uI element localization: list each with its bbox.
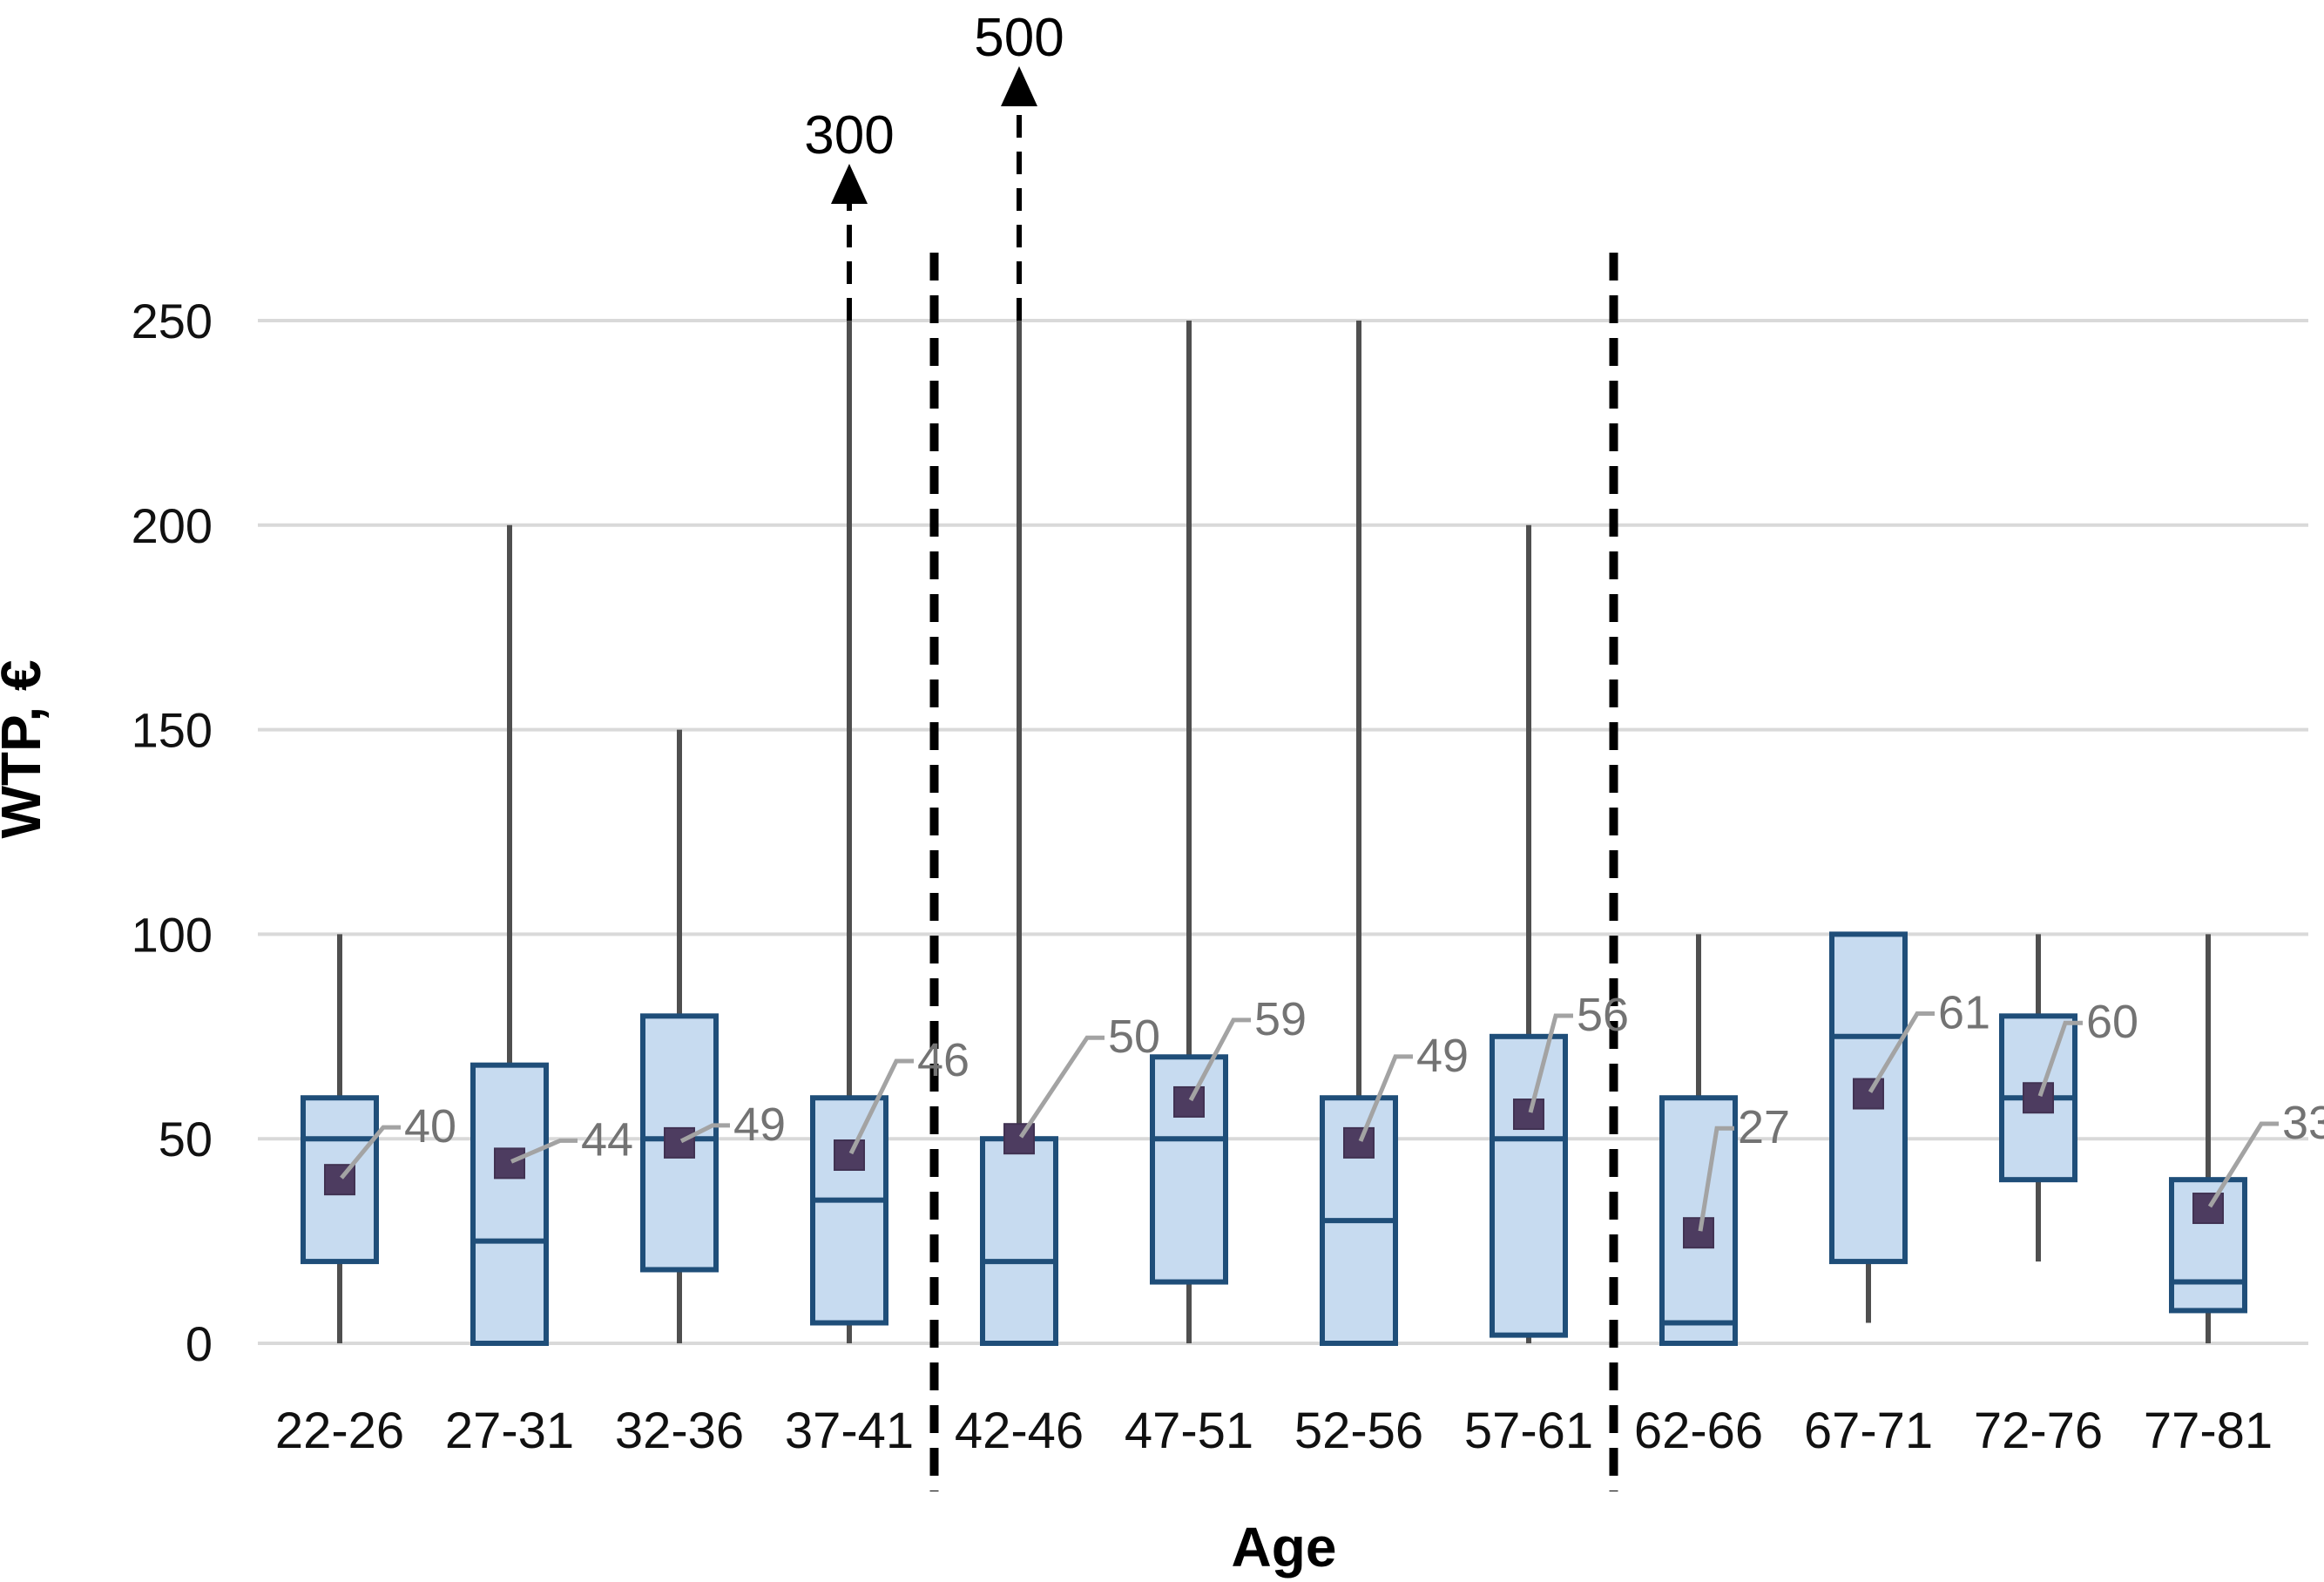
box-iqr [810, 1095, 888, 1326]
mean-label-leader [1868, 1011, 1935, 1093]
x-tick-label-47-51: 47-51 [1125, 1403, 1253, 1459]
outlier-arrow-label: 300 [804, 105, 894, 166]
box-group-72-76: 72-76 60 [1974, 934, 2138, 1459]
x-tick-label-37-41: 37-41 [785, 1403, 914, 1459]
mean-label: 56 [1577, 989, 1629, 1041]
mean-marker [1003, 1123, 1035, 1155]
mean-label-leader [679, 1123, 730, 1144]
mean-label-leader [1358, 1054, 1413, 1142]
mean-label: 40 [404, 1100, 456, 1153]
x-tick-label-67-71: 67-71 [1804, 1403, 1933, 1459]
y-tick-label-200: 200 [132, 498, 213, 553]
mean-label: 61 [1938, 987, 1990, 1039]
mean-marker [2023, 1082, 2054, 1114]
mean-label-leader [1018, 1035, 1105, 1139]
box-group-67-71: 67-71 61 [1804, 931, 1990, 1459]
outlier-arrow-label: 500 [974, 8, 1064, 68]
y-tick-label-0: 0 [186, 1316, 213, 1371]
mean-marker [1343, 1126, 1375, 1159]
mean-label-leader [1698, 1126, 1734, 1232]
box-group-52-56: 52-56 49 [1294, 321, 1469, 1459]
mean-marker [1173, 1085, 1205, 1118]
mean-label-leader [2037, 1020, 2083, 1098]
x-tick-label-72-76: 72-76 [1974, 1403, 2103, 1459]
mean-marker [2192, 1193, 2224, 1225]
mean-label-leader [848, 1058, 914, 1155]
box-group-42-46: 42-46 50 [955, 321, 1160, 1459]
axis-layer: WTP, € Age [0, 659, 1336, 1579]
mean-marker [1853, 1078, 1884, 1110]
box-group-32-36: 32-36 49 [615, 729, 786, 1459]
outlier-arrow-42-46: 500 [974, 8, 1064, 321]
box-group-22-26: 22-26 40 [275, 934, 456, 1459]
x-tick-label-57-61: 57-61 [1464, 1403, 1593, 1459]
box-iqr [470, 1062, 549, 1346]
x-tick-label-22-26: 22-26 [275, 1403, 404, 1459]
y-axis-title: WTP, € [0, 659, 52, 838]
y-tick-label-100: 100 [132, 907, 213, 962]
box-group-47-51: 47-51 59 [1125, 321, 1307, 1459]
outlier-arrow-head-icon [1001, 66, 1037, 106]
mean-label-leader [1528, 1013, 1573, 1113]
x-tick-label-32-36: 32-36 [615, 1403, 744, 1459]
mean-label: 44 [581, 1113, 633, 1166]
box-iqr [1490, 1033, 1568, 1338]
mean-label: 59 [1254, 993, 1307, 1045]
mean-label-leader [1188, 1017, 1251, 1102]
box-group-27-31: 27-31 44 [445, 524, 633, 1459]
y-tick-label-50: 50 [159, 1112, 213, 1166]
mean-label: 60 [2086, 996, 2138, 1048]
x-tick-label-77-81: 77-81 [2144, 1403, 2273, 1459]
mean-marker [664, 1126, 695, 1159]
mean-label: 49 [1416, 1030, 1469, 1082]
outlier-arrow-37-41: 300 [804, 105, 895, 321]
box-group-57-61: 57-61 56 [1464, 524, 1629, 1459]
mean-label: 27 [1738, 1101, 1790, 1153]
mean-label: 46 [917, 1034, 969, 1086]
box-group-62-66: 62-66 27 [1634, 934, 1790, 1459]
x-tick-label-62-66: 62-66 [1634, 1403, 1763, 1459]
x-tick-label-52-56: 52-56 [1294, 1403, 1423, 1459]
mean-marker [1513, 1099, 1544, 1131]
mean-marker [1683, 1217, 1714, 1249]
x-axis-title: Age [1232, 1516, 1337, 1579]
mean-label-leader [340, 1125, 401, 1180]
mean-marker [834, 1139, 865, 1171]
mean-label: 49 [733, 1099, 786, 1151]
box-layer: 22-264027-314432-364937-414642-465047-51… [275, 321, 2324, 1459]
box-iqr [980, 1136, 1058, 1346]
y-tick-label-250: 250 [132, 294, 213, 348]
group-separator-layer [929, 253, 1618, 1491]
grid-layer: 0 50 100 150 200 250 [132, 294, 2308, 1371]
mean-label-leader [2207, 1121, 2279, 1208]
box-group-37-41: 37-41 46 [785, 321, 969, 1459]
outlier-arrow-head-icon [831, 164, 868, 204]
x-tick-label-27-31: 27-31 [445, 1403, 574, 1459]
y-tick-label-150: 150 [132, 703, 213, 758]
mean-marker [494, 1147, 525, 1180]
x-tick-label-42-46: 42-46 [955, 1403, 1084, 1459]
annotation-layer: 300 500 [804, 8, 1064, 321]
mean-label: 50 [1108, 1011, 1160, 1063]
box-group-77-81: 77-81 33 [2144, 934, 2324, 1459]
mean-label-leader [510, 1138, 578, 1164]
mean-label: 33 [2282, 1097, 2324, 1149]
box-iqr [1829, 931, 1908, 1265]
